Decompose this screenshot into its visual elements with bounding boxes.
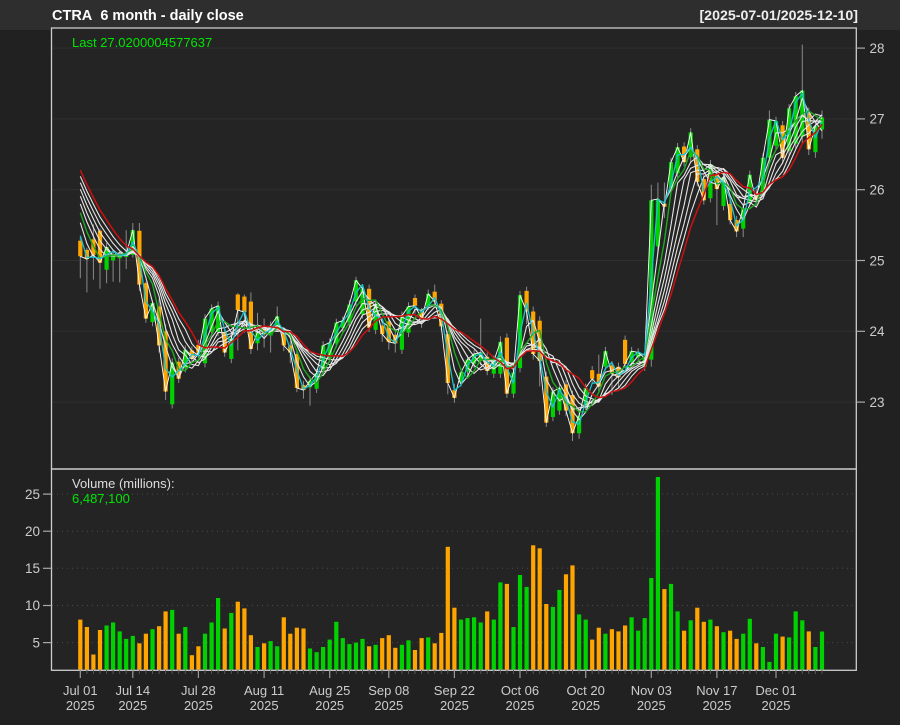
svg-text:10: 10 xyxy=(25,598,40,613)
svg-text:20: 20 xyxy=(25,524,40,539)
svg-text:2025: 2025 xyxy=(315,698,344,713)
svg-text:2025: 2025 xyxy=(440,698,469,713)
svg-text:Oct 06: Oct 06 xyxy=(501,683,539,698)
svg-text:Volume (millions):: Volume (millions): xyxy=(72,476,175,491)
svg-text:Aug 25: Aug 25 xyxy=(309,683,350,698)
svg-text:2025: 2025 xyxy=(637,698,666,713)
svg-text:5: 5 xyxy=(32,635,40,650)
svg-text:Nov 03: Nov 03 xyxy=(631,683,672,698)
svg-text:2025: 2025 xyxy=(66,698,95,713)
svg-text:24: 24 xyxy=(870,324,886,339)
svg-text:28: 28 xyxy=(870,41,885,56)
svg-text:Jul 28: Jul 28 xyxy=(181,683,216,698)
svg-text:Sep 22: Sep 22 xyxy=(434,683,475,698)
svg-text:Jul 01: Jul 01 xyxy=(63,683,98,698)
svg-text:2025: 2025 xyxy=(118,698,147,713)
svg-text:2025: 2025 xyxy=(374,698,403,713)
svg-text:15: 15 xyxy=(25,561,40,576)
svg-text:Oct 20: Oct 20 xyxy=(567,683,605,698)
svg-text:2025: 2025 xyxy=(571,698,600,713)
svg-text:6,487,100: 6,487,100 xyxy=(72,491,130,506)
svg-text:[2025-07-01/2025-12-10]: [2025-07-01/2025-12-10] xyxy=(699,8,858,24)
svg-text:Sep 08: Sep 08 xyxy=(368,683,409,698)
svg-text:23: 23 xyxy=(870,395,885,410)
svg-text:CTRA 6 month - daily close: CTRA 6 month - daily close xyxy=(52,8,244,24)
svg-text:2025: 2025 xyxy=(184,698,213,713)
svg-text:2025: 2025 xyxy=(250,698,279,713)
svg-text:Nov 17: Nov 17 xyxy=(696,683,737,698)
svg-text:2025: 2025 xyxy=(506,698,535,713)
svg-text:26: 26 xyxy=(870,183,885,198)
svg-text:2025: 2025 xyxy=(762,698,791,713)
svg-text:Last 27.0200004577637: Last 27.0200004577637 xyxy=(72,35,212,50)
svg-text:25: 25 xyxy=(870,253,885,268)
svg-text:Dec 01: Dec 01 xyxy=(755,683,796,698)
svg-text:27: 27 xyxy=(870,112,885,127)
svg-text:25: 25 xyxy=(25,487,40,502)
svg-text:Aug 11: Aug 11 xyxy=(244,683,284,698)
svg-text:Jul 14: Jul 14 xyxy=(115,683,150,698)
svg-text:2025: 2025 xyxy=(702,698,731,713)
